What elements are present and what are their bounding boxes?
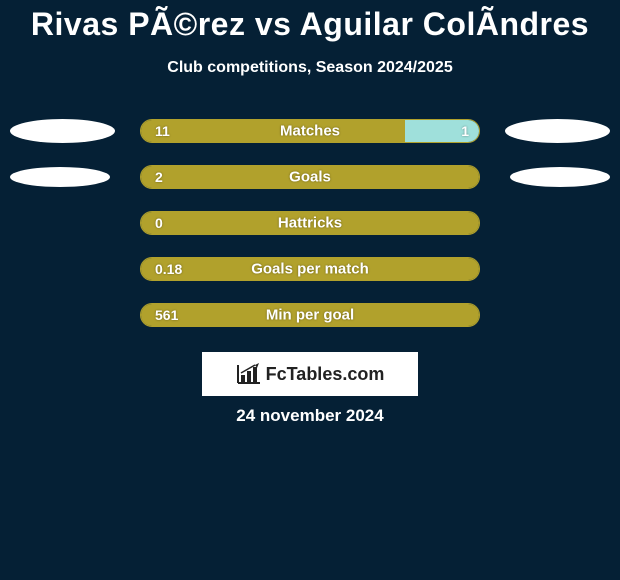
stat-label: Hattricks [278, 215, 342, 232]
stat-label: Goals per match [251, 261, 369, 278]
stat-bar: 561 Min per goal [140, 303, 480, 327]
logo-box[interactable]: FcTables.com [202, 352, 418, 396]
stat-row: 2 Goals [0, 163, 620, 191]
subtitle: Club competitions, Season 2024/2025 [0, 59, 620, 77]
stat-left-value: 0.18 [155, 261, 182, 277]
stat-left-value: 2 [155, 169, 163, 185]
player-right-marker [505, 119, 610, 143]
logo: FcTables.com [236, 363, 385, 385]
stat-row: 0 Hattricks [0, 209, 620, 237]
stat-bar: 0 Hattricks [140, 211, 480, 235]
chart-icon [236, 363, 262, 385]
stat-left-value: 561 [155, 307, 178, 323]
stat-left-value: 11 [155, 123, 170, 139]
stat-label: Min per goal [266, 307, 354, 324]
stat-row: 11 Matches 1 [0, 117, 620, 145]
player-right-marker [510, 167, 610, 187]
bar-segment-left [141, 120, 405, 142]
stats-card: Rivas PÃ©rez vs Aguilar ColÃ­ndres Club … [0, 0, 620, 580]
stat-left-value: 0 [155, 215, 163, 231]
stat-right-value: 1 [461, 123, 469, 139]
stat-label: Goals [289, 169, 331, 186]
player-left-marker [10, 119, 115, 143]
stat-bar: 2 Goals [140, 165, 480, 189]
logo-text: FcTables.com [266, 364, 385, 385]
page-title: Rivas PÃ©rez vs Aguilar ColÃ­ndres [0, 0, 620, 43]
stat-bar: 0.18 Goals per match [140, 257, 480, 281]
stat-row: 0.18 Goals per match [0, 255, 620, 283]
stat-bar: 11 Matches 1 [140, 119, 480, 143]
player-left-marker [10, 167, 110, 187]
date-text: 24 november 2024 [0, 406, 620, 426]
stat-label: Matches [280, 123, 340, 140]
stat-rows: 11 Matches 1 2 Goals 0 Hattricks 0.18 Goals per … [0, 117, 620, 329]
stat-row: 561 Min per goal [0, 301, 620, 329]
